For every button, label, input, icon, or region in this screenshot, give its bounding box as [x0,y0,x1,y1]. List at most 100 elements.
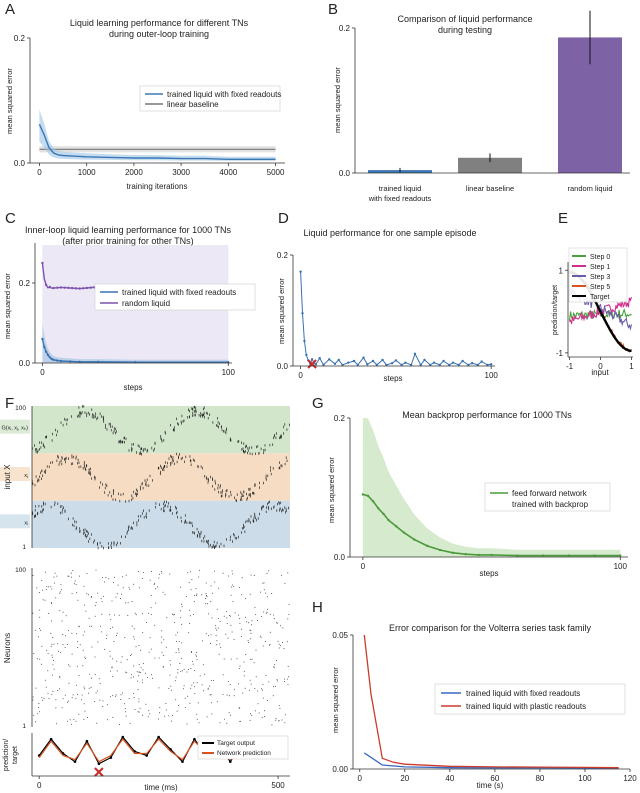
series-step-0 [568,307,632,321]
neuron-spike [39,658,41,660]
neuron-spike [59,610,61,611]
neuron-spike [241,577,243,579]
neuron-spike [154,624,156,626]
panel-letter: D [278,210,289,227]
neuron-spike [130,655,132,656]
neuron-spike [161,651,163,653]
neuron-spike [67,630,69,632]
neuron-spike [68,575,70,577]
neuron-spike [95,601,97,603]
neuron-spike [44,679,46,681]
neuron-spike [203,690,205,692]
neuron-spike [210,585,212,587]
neuron-spike [116,670,118,672]
neuron-spike [53,643,55,645]
neuron-spike [115,694,117,696]
neuron-spike [189,571,191,573]
neuron-spike [241,594,243,596]
legend-label: trained with backprop [512,500,589,509]
neuron-spike [121,656,123,658]
neuron-spike [112,695,114,697]
neuron-spike [148,612,149,614]
neuron-spike [78,626,80,628]
neuron-spike [169,674,171,676]
neuron-spike [139,707,141,709]
neuron-spike [71,697,73,699]
neuron-spike [177,669,179,670]
neuron-spike [96,690,98,692]
neuron-spike [245,654,247,655]
neuron-spike [202,640,203,642]
neuron-spike [238,587,240,589]
neuron-spike [207,603,208,605]
neuron-spike [84,631,86,633]
neuron-spike [122,576,124,578]
neuron-spike [247,641,249,643]
neuron-spike [226,722,228,724]
neuron-spike [284,722,286,724]
neuron-spike [61,620,63,622]
neuron-spike [42,599,44,601]
backprop-point [438,548,442,552]
neuron-spike [218,653,220,655]
x-tick-label: 0 [37,781,42,790]
neuron-spike [152,677,153,679]
neuron-spike [196,595,198,596]
x-tick-label: 20 [400,774,409,783]
neuron-spike [286,641,288,643]
neuron-spike [242,692,244,694]
neuron-spike [112,716,114,718]
neuron-spike [231,631,233,633]
neuron-spike [150,648,152,650]
neuron-spike [276,622,278,624]
neuron-spike [181,603,183,605]
neuron-spike [55,723,57,725]
episode-point [371,359,375,363]
legend-label: Step 5 [590,284,610,291]
neuron-spike [219,643,221,645]
neuron-spike [119,723,120,725]
chart-title: Mean backprop performance for 1000 TNs [402,410,572,420]
chart-title: Liquid learning performance for differen… [70,18,249,28]
neuron-spike [51,656,53,658]
episode-point [419,363,422,367]
neuron-spike [65,615,67,617]
neuron-spike [189,623,190,625]
neuron-spike [33,714,35,716]
y-tick-label: -1 [556,349,564,358]
y-axis-label: mean squared error [333,67,342,133]
backprop-point [377,507,380,510]
neuron-spike [183,685,185,687]
neuron-spike [90,686,92,688]
neuron-spike [147,716,149,718]
backprop-point [361,493,365,496]
neuron-spike [190,687,192,689]
neuron-spike [39,629,41,631]
legend: feed forward network trained with backpro… [484,482,611,512]
neuron-spike [73,583,75,585]
neuron-spike [210,694,212,695]
neuron-spike [188,632,190,634]
legend-box [139,85,281,112]
neuron-spike [53,668,55,670]
neuron-spike [208,613,209,615]
neuron-spike [53,576,55,578]
panel-d: D Liquid performance for one sample episo… [277,210,499,383]
x-axis-label: steps [123,383,142,392]
x-tick-label: 1 [629,362,634,371]
neuron-spike [91,646,93,648]
neuron-spike [142,572,144,573]
neuron-spike [136,671,138,673]
legend: Step 0 Step 1 Step 3 Step 5 Target [568,247,628,303]
neuron-spike [284,714,286,716]
chart-title: Error comparison for the Volterra series… [389,623,592,633]
neuron-spike [38,707,39,708]
neuron-spike [239,622,241,624]
neuron-spike [151,674,152,676]
neuron-spike [194,595,196,596]
neuron-spike [196,713,198,715]
backprop-point [464,553,468,556]
y-tick-label: 1 [559,266,564,275]
neuron-spike [106,634,108,636]
